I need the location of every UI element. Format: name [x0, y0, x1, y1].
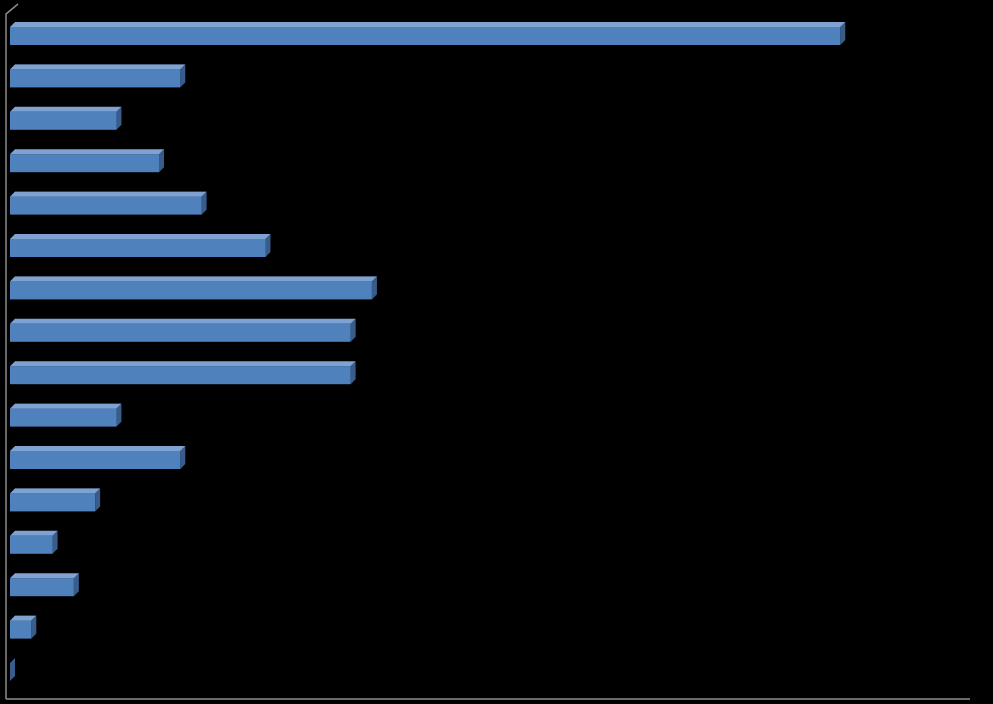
- bar-top: [10, 22, 846, 27]
- bar-front: [10, 535, 53, 554]
- bar-side: [265, 234, 271, 257]
- bar: [10, 64, 186, 88]
- bar-side: [73, 573, 79, 597]
- bar-top: [10, 530, 58, 536]
- bar-top: [10, 106, 122, 112]
- bar-side: [31, 615, 37, 639]
- bar-top: [10, 276, 377, 282]
- bar-front: [10, 493, 96, 512]
- bar-front: [10, 69, 181, 88]
- bar-top: [10, 488, 101, 494]
- bar: [10, 106, 122, 130]
- bar-top: [10, 361, 356, 367]
- bar: [10, 234, 271, 257]
- bar: [10, 488, 101, 512]
- bar-front: [10, 620, 32, 639]
- bar-side: [350, 361, 356, 385]
- bar-top: [10, 64, 186, 70]
- bar: [10, 149, 165, 173]
- bar: [10, 403, 122, 427]
- bar-side: [840, 22, 846, 45]
- bar-side: [116, 403, 122, 427]
- bar: [10, 658, 15, 681]
- bar-top: [10, 234, 271, 239]
- bar-side: [116, 106, 122, 130]
- bar-side: [159, 149, 165, 173]
- bar-side: [180, 64, 186, 88]
- bar-top: [10, 446, 186, 451]
- y-axis-wall: [5, 3, 19, 699]
- bar-front: [10, 27, 841, 45]
- bar-side: [350, 318, 356, 342]
- bar-side: [201, 191, 207, 215]
- bar-front: [10, 366, 351, 385]
- bar-front: [10, 323, 351, 342]
- bar-front: [10, 196, 202, 215]
- bar: [10, 573, 79, 597]
- bar: [10, 191, 207, 215]
- bar-front: [10, 111, 117, 130]
- bar-front: [10, 578, 74, 597]
- bar-front: [10, 281, 372, 300]
- bar: [10, 615, 37, 639]
- bar-side: [180, 446, 186, 469]
- bar: [10, 318, 356, 342]
- bar-side: [371, 276, 377, 300]
- bar-top: [10, 573, 79, 579]
- bar-side: [95, 488, 101, 512]
- bar-top: [10, 191, 207, 197]
- bar-top: [10, 615, 37, 621]
- bar-side: [52, 530, 58, 554]
- bar: [10, 530, 58, 554]
- bar: [10, 276, 377, 300]
- bar-top: [10, 318, 356, 324]
- bar-top: [10, 149, 165, 155]
- bar-front: [10, 408, 117, 427]
- bar-top: [10, 403, 122, 409]
- bar: [10, 361, 356, 385]
- bar: [10, 446, 186, 469]
- bar-front: [10, 451, 181, 469]
- bar-front: [10, 239, 266, 257]
- bar: [10, 22, 846, 45]
- bar-side: [10, 658, 15, 681]
- bar-front: [10, 154, 160, 173]
